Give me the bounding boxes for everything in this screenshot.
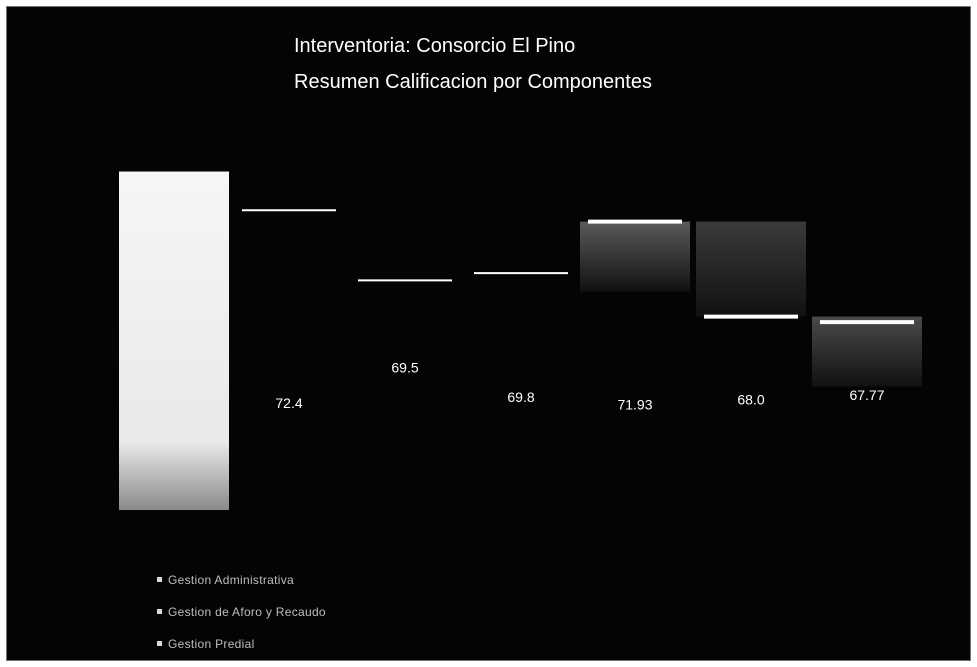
- bar: [234, 171, 344, 242]
- chart-plot: 72.4 69.5 69.8 71.93 68.0 67.77: [119, 171, 922, 510]
- bar-value-label: 69.5: [391, 359, 418, 375]
- bar: [119, 171, 229, 510]
- bar: [812, 316, 922, 387]
- chart-title: Interventoria: Consorcio El Pino: [294, 35, 576, 57]
- legend-row-2: Gestion de Aforo y Recaudo: [157, 604, 342, 624]
- chart-subtitle: Resumen Calificacion por Componentes: [294, 71, 652, 93]
- legend-label: Gestion de Aforo y Recaudo: [168, 604, 326, 619]
- chart-panel: 72.4 69.5 69.8 71.93 68.0 67.77 Interventoria…: [6, 6, 971, 661]
- bar-value-label: 72.4: [275, 395, 302, 411]
- bar: [696, 221, 806, 317]
- legend-swatch: [157, 577, 162, 583]
- bar-value-label: 69.8: [507, 389, 534, 405]
- legend-item: Gestion Predial: [157, 636, 255, 651]
- legend-label: Gestion Predial: [168, 636, 255, 651]
- bar: [466, 273, 576, 344]
- legend-item: Gestion de Aforo y Recaudo: [157, 604, 326, 619]
- bar-value-label: 71.93: [617, 397, 652, 413]
- bar-value-label: 67.77: [849, 387, 884, 403]
- bar: [350, 210, 460, 281]
- legend-item: Gestion Administrativa: [157, 572, 294, 587]
- legend-row-1: Gestion Administrativa: [157, 572, 310, 592]
- bar: [580, 221, 690, 292]
- bar-value-label: 68.0: [737, 392, 764, 408]
- legend-label: Gestion Administrativa: [168, 572, 294, 587]
- legend-row-3: Gestion Predial: [157, 636, 271, 656]
- legend-swatch: [157, 641, 162, 647]
- legend-swatch: [157, 609, 162, 615]
